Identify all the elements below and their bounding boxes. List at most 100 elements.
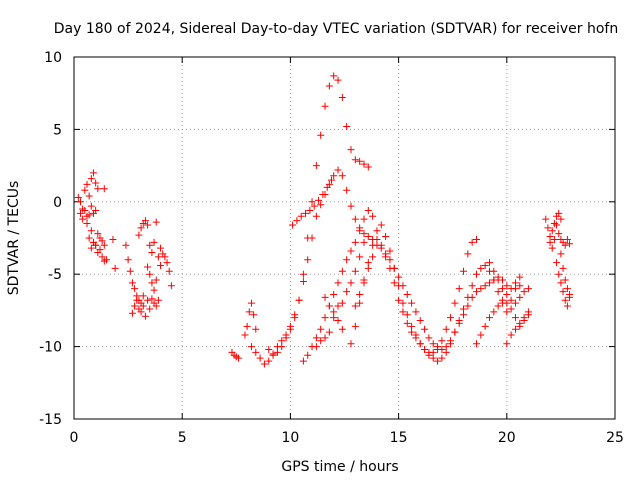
data-point — [126, 267, 134, 275]
data-point — [330, 172, 338, 180]
data-point — [343, 288, 351, 296]
data-point — [516, 319, 524, 327]
data-point — [360, 160, 368, 168]
data-point — [165, 267, 173, 275]
series-sat-u — [347, 221, 511, 365]
data-point — [373, 241, 381, 249]
data-point — [468, 238, 476, 246]
data-point — [403, 311, 411, 319]
data-point — [473, 235, 481, 243]
data-point — [245, 308, 253, 316]
data-point — [347, 202, 355, 210]
data-point — [148, 295, 156, 303]
data-point — [399, 282, 407, 290]
data-point — [74, 193, 82, 201]
data-point — [293, 217, 301, 225]
data-point — [133, 292, 141, 300]
data-point — [498, 285, 506, 293]
data-point — [308, 234, 316, 242]
y-tick-label: -5 — [48, 267, 62, 283]
data-point — [299, 357, 307, 365]
data-point — [442, 325, 450, 333]
data-point — [557, 279, 565, 287]
data-point — [163, 259, 171, 267]
data-point — [256, 354, 264, 362]
data-point — [477, 331, 485, 339]
series-sat-f — [122, 241, 147, 313]
series-sat-q — [289, 176, 336, 229]
data-point — [520, 314, 528, 322]
data-point — [152, 218, 160, 226]
data-point — [503, 299, 511, 307]
data-point — [507, 305, 515, 313]
data-point — [347, 340, 355, 348]
data-point — [563, 235, 571, 243]
data-point — [356, 290, 364, 298]
series-sat-h — [135, 217, 152, 239]
data-point — [152, 302, 160, 310]
data-point — [542, 215, 550, 223]
data-point — [150, 286, 158, 294]
data-point — [252, 348, 260, 356]
data-point — [96, 246, 104, 254]
data-point — [485, 314, 493, 322]
data-point — [360, 215, 368, 223]
data-point — [334, 279, 342, 287]
data-point — [511, 325, 519, 333]
data-point — [131, 285, 139, 293]
data-point — [87, 202, 95, 210]
data-point — [511, 285, 519, 293]
data-point — [321, 334, 329, 342]
data-point — [553, 221, 561, 229]
data-point — [386, 256, 394, 264]
series-sat-e — [100, 185, 119, 272]
data-point — [503, 290, 511, 298]
data-point — [399, 299, 407, 307]
data-point — [399, 308, 407, 316]
series-sat-y — [503, 273, 532, 348]
series-sat-v — [351, 241, 524, 353]
data-point — [464, 250, 472, 258]
data-point — [460, 267, 468, 275]
data-point — [477, 264, 485, 272]
data-point — [390, 279, 398, 287]
data-point — [559, 264, 567, 272]
data-point — [330, 72, 338, 80]
data-point — [265, 357, 273, 365]
data-point — [382, 250, 390, 258]
data-point — [516, 293, 524, 301]
data-point — [364, 233, 372, 241]
data-point — [83, 220, 91, 228]
data-point — [434, 357, 442, 365]
series-sat-n — [241, 299, 260, 339]
data-point — [100, 185, 108, 193]
x-tick-label: 25 — [606, 430, 624, 446]
series-sat-r — [299, 206, 377, 365]
series-sat-aa — [546, 209, 565, 252]
data-point — [152, 276, 160, 284]
data-point — [507, 331, 515, 339]
data-point — [317, 325, 325, 333]
data-point — [269, 351, 277, 359]
x-tick-label: 0 — [70, 430, 79, 446]
data-point — [364, 163, 372, 171]
data-point — [347, 279, 355, 287]
data-point — [122, 241, 130, 249]
data-point — [85, 192, 93, 200]
data-point — [76, 198, 84, 206]
data-point — [94, 185, 102, 193]
data-point — [161, 253, 169, 261]
data-point — [369, 212, 377, 220]
data-point — [425, 351, 433, 359]
data-point — [154, 253, 162, 261]
data-point — [304, 351, 312, 359]
data-point — [494, 302, 502, 310]
data-point — [451, 328, 459, 336]
data-point — [395, 296, 403, 304]
data-point — [503, 282, 511, 290]
data-point — [377, 244, 385, 252]
x-axis-label: GPS time / hours — [281, 459, 398, 475]
data-point — [92, 241, 100, 249]
data-point — [102, 256, 110, 264]
data-points — [74, 72, 574, 368]
